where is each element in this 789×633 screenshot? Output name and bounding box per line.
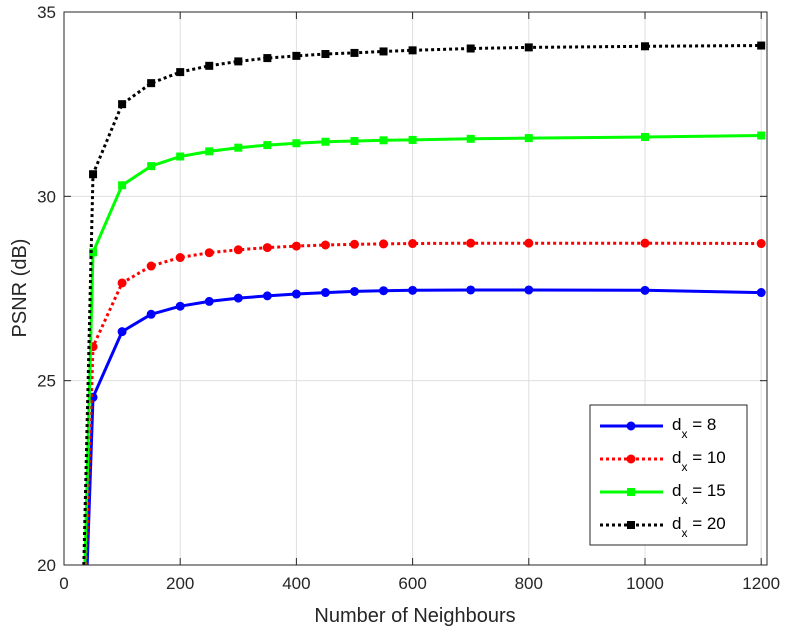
x-tick-label: 800 (515, 574, 543, 593)
plot-border (63, 11, 768, 566)
data-point (147, 162, 156, 171)
data-point (205, 61, 214, 70)
data-point (379, 47, 388, 56)
legend-marker (626, 454, 636, 464)
y-tick-label: 25 (37, 372, 56, 391)
data-point (349, 239, 359, 249)
data-point (204, 296, 214, 306)
x-tick-label: 200 (166, 574, 194, 593)
series-group (82, 41, 766, 566)
x-tick-label: 0 (59, 574, 68, 593)
data-point (379, 286, 389, 296)
data-point (320, 288, 330, 298)
data-point (524, 43, 533, 52)
data-point (89, 248, 98, 257)
legend-item: dx = 10 (600, 448, 726, 474)
x-tick-label: 1200 (742, 574, 780, 593)
data-point (466, 285, 476, 295)
data-point (757, 131, 766, 140)
y-axis-title: PSNR (dB) (9, 239, 31, 338)
data-point (640, 238, 650, 248)
data-point (379, 239, 389, 249)
legend-label: dx = 10 (672, 448, 726, 474)
data-point (263, 54, 272, 63)
data-point (176, 68, 185, 77)
data-point (640, 132, 649, 141)
data-point (320, 240, 330, 250)
data-point (466, 134, 475, 143)
legend-item: dx = 20 (600, 514, 726, 540)
y-tick-label: 30 (37, 187, 56, 206)
data-point (408, 285, 418, 295)
data-point (233, 293, 243, 303)
legend-label: dx = 20 (672, 514, 726, 540)
data-point (118, 100, 127, 109)
legend-item: dx = 8 (600, 415, 716, 441)
x-tick-label: 1000 (626, 574, 664, 593)
data-point (204, 248, 214, 258)
data-point (640, 285, 650, 295)
series-4 (82, 41, 766, 566)
data-point (234, 57, 243, 66)
data-point (524, 238, 534, 248)
data-point (524, 134, 533, 143)
data-point (262, 243, 272, 253)
legend-label: dx = 15 (672, 481, 726, 507)
data-point (408, 135, 417, 144)
data-point (524, 285, 534, 295)
legend-marker (627, 521, 635, 529)
data-point (234, 143, 243, 152)
data-point (466, 44, 475, 53)
legend: dx = 8 dx = 10 dx = 15 dx = 20 (589, 404, 748, 546)
legend-box (589, 404, 748, 546)
legend-item: dx = 15 (600, 481, 726, 507)
data-point (291, 241, 301, 251)
data-point (205, 147, 214, 156)
data-point (408, 46, 417, 55)
data-point (349, 286, 359, 296)
data-point (408, 239, 418, 249)
x-tick-label: 400 (282, 574, 310, 593)
y-tick-label: 20 (37, 556, 56, 575)
data-point (756, 239, 766, 249)
series-3 (83, 131, 766, 566)
data-point (291, 289, 301, 299)
data-point (233, 245, 243, 255)
data-point (118, 181, 127, 190)
data-point (117, 327, 127, 337)
data-point (321, 137, 330, 146)
data-point (175, 301, 185, 311)
data-point (379, 136, 388, 145)
y-tick-label: 35 (37, 3, 56, 22)
data-point (321, 50, 330, 59)
data-point (263, 141, 272, 150)
data-point (146, 261, 156, 271)
data-point (89, 170, 98, 179)
data-point (350, 137, 359, 146)
legend-marker (626, 421, 636, 431)
data-point (466, 238, 476, 248)
x-tick-label: 600 (398, 574, 426, 593)
data-point (292, 51, 301, 60)
data-point (350, 48, 359, 57)
series-2 (84, 238, 766, 566)
data-point (117, 278, 127, 288)
legend-label: dx = 8 (672, 415, 716, 441)
data-point (262, 291, 272, 301)
data-point (147, 79, 156, 88)
data-point (757, 41, 766, 50)
data-point (640, 42, 649, 51)
legend-marker (627, 488, 635, 496)
data-point (146, 309, 156, 319)
data-point (175, 253, 185, 263)
data-point (176, 152, 185, 161)
data-point (756, 288, 766, 298)
axis-ticks: 0 200 400 600 800 1000 1200 20 25 30 35 (37, 3, 780, 593)
data-point (292, 139, 301, 148)
x-axis-title: Number of Neighbours (314, 605, 515, 627)
